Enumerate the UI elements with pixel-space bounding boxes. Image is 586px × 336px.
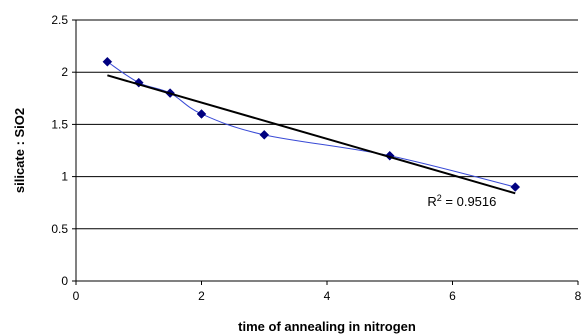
data-point-0-3 (196, 109, 207, 119)
r-squared-annotation: R2 = 0.9516 (427, 193, 496, 209)
x-tick-label-4: 8 (575, 289, 582, 303)
x-axis-title: time of annealing in nitrogen (238, 319, 416, 334)
trendline (107, 74, 516, 195)
y-tick-label-4: 2 (61, 65, 68, 79)
r-squared-value: = 0.9516 (442, 194, 497, 209)
r-squared-superscript: 2 (437, 193, 442, 203)
tick-labels: 0 0.5 1 1.5 2 2.5 0 2 4 6 8 (51, 13, 581, 303)
y-tick-label-3: 1.5 (51, 117, 68, 131)
x-tick-label-1: 2 (198, 289, 205, 303)
gridlines (76, 19, 578, 230)
y-tick-label-5: 2.5 (51, 13, 68, 27)
axes (72, 19, 579, 285)
y-tick-label-2: 1 (61, 170, 68, 184)
y-axis-title: silicate : SiO2 (12, 108, 27, 193)
y-tick-label-0: 0 (61, 274, 68, 288)
series (102, 56, 521, 192)
data-point-0-0 (102, 56, 113, 67)
trendline-line (107, 74, 516, 195)
data-point-0-6 (510, 182, 521, 192)
x-tick-label-3: 6 (449, 289, 456, 303)
y-tick-label-1: 0.5 (51, 222, 68, 236)
r-squared-prefix: R (427, 194, 436, 209)
x-tick-label-0: 0 (73, 289, 80, 303)
data-point-0-4 (259, 129, 270, 140)
x-tick-label-2: 4 (324, 289, 331, 303)
